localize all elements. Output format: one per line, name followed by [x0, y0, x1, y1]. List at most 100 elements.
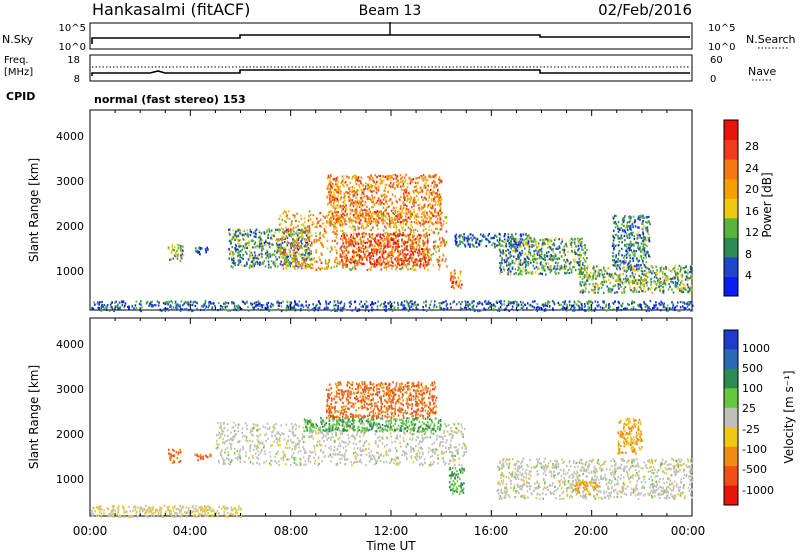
power-cell	[423, 301, 425, 303]
power-cell	[579, 301, 581, 303]
power-cell	[392, 248, 394, 250]
power-cell	[550, 254, 552, 256]
power-cell	[431, 192, 433, 194]
power-cell	[336, 227, 338, 229]
power-cell	[576, 303, 578, 305]
power-cell	[572, 239, 574, 241]
beam-title: Beam 13	[359, 3, 422, 19]
power-cell	[182, 304, 184, 306]
power-cell	[388, 256, 390, 258]
power-cell	[341, 220, 343, 222]
power-cell	[522, 263, 524, 265]
power-cell	[633, 288, 635, 290]
power-cell	[407, 268, 409, 270]
power-cell	[366, 195, 368, 197]
power-cell	[543, 258, 545, 260]
power-cell	[284, 220, 286, 222]
power-cell	[331, 224, 333, 226]
power-cell	[415, 177, 417, 179]
power-cell	[624, 292, 626, 294]
power-cell	[510, 241, 512, 243]
power-cell	[437, 204, 439, 206]
power-cell	[635, 250, 637, 252]
power-cell	[521, 304, 523, 306]
power-cell	[316, 261, 318, 263]
power-cell	[409, 261, 411, 263]
power-cell	[333, 185, 335, 187]
power-cell	[612, 252, 614, 254]
power-cell	[290, 255, 292, 257]
power-cell	[420, 188, 422, 190]
power-cell	[631, 234, 633, 236]
power-cell	[440, 224, 442, 226]
power-cell	[571, 306, 573, 308]
power-cell	[177, 258, 179, 260]
power-cell	[656, 273, 658, 275]
power-cell	[647, 288, 649, 290]
power-cell	[336, 265, 338, 267]
power-cell	[590, 272, 592, 274]
power-cell	[358, 259, 360, 261]
power-cell	[443, 220, 445, 222]
power-cell	[416, 264, 418, 266]
power-cell	[198, 247, 200, 249]
power-cell	[378, 186, 380, 188]
power-cell	[180, 254, 182, 256]
power-cell	[446, 241, 448, 243]
power-cell	[301, 262, 303, 264]
power-cell	[300, 236, 302, 238]
power-cell	[619, 229, 621, 231]
power-cell	[519, 252, 521, 254]
power-cell	[349, 187, 351, 189]
power-cell	[326, 196, 328, 198]
power-cell	[213, 309, 215, 311]
freq-label-1: Freq.	[4, 55, 29, 66]
power-cell	[529, 248, 531, 250]
power-cell	[407, 182, 409, 184]
power-cell	[679, 284, 681, 286]
power-cell	[123, 301, 125, 303]
power-cell	[201, 305, 203, 307]
power-cell	[342, 267, 344, 269]
power-cell	[365, 213, 367, 215]
power-cell	[301, 231, 303, 233]
power-cell	[380, 234, 382, 236]
power-cell	[342, 250, 344, 252]
power-cell	[322, 245, 324, 247]
power-cell	[602, 274, 604, 276]
power-cell	[625, 260, 627, 262]
power-cell	[441, 243, 443, 245]
power-cell	[291, 224, 293, 226]
power-cell	[296, 263, 298, 265]
power-cell	[429, 234, 431, 236]
power-cell	[246, 263, 248, 265]
power-cell	[195, 250, 197, 252]
power-cell	[244, 247, 246, 249]
power-cell	[363, 227, 365, 229]
power-cell	[621, 241, 623, 243]
power-cell	[523, 239, 525, 241]
power-cell	[625, 226, 627, 228]
power-cell	[615, 215, 617, 217]
power-cell	[662, 273, 664, 275]
power-cell	[371, 213, 373, 215]
power-cell	[286, 217, 288, 219]
power-cell	[328, 214, 330, 216]
power-cell	[180, 260, 182, 262]
power-cell	[439, 176, 441, 178]
power-cell	[426, 233, 428, 235]
power-cell	[342, 184, 344, 186]
power-cell	[513, 238, 515, 240]
power-cell	[333, 218, 335, 220]
power-cell	[260, 263, 262, 265]
power-cell	[263, 248, 265, 250]
power-cell	[648, 271, 650, 273]
power-cell	[423, 252, 425, 254]
power-cell	[403, 219, 405, 221]
power-cell	[505, 250, 507, 252]
power-cell	[642, 270, 644, 272]
power-cell	[329, 196, 331, 198]
power-cell	[365, 216, 367, 218]
power-cell	[550, 265, 552, 267]
power-cell	[278, 218, 280, 220]
